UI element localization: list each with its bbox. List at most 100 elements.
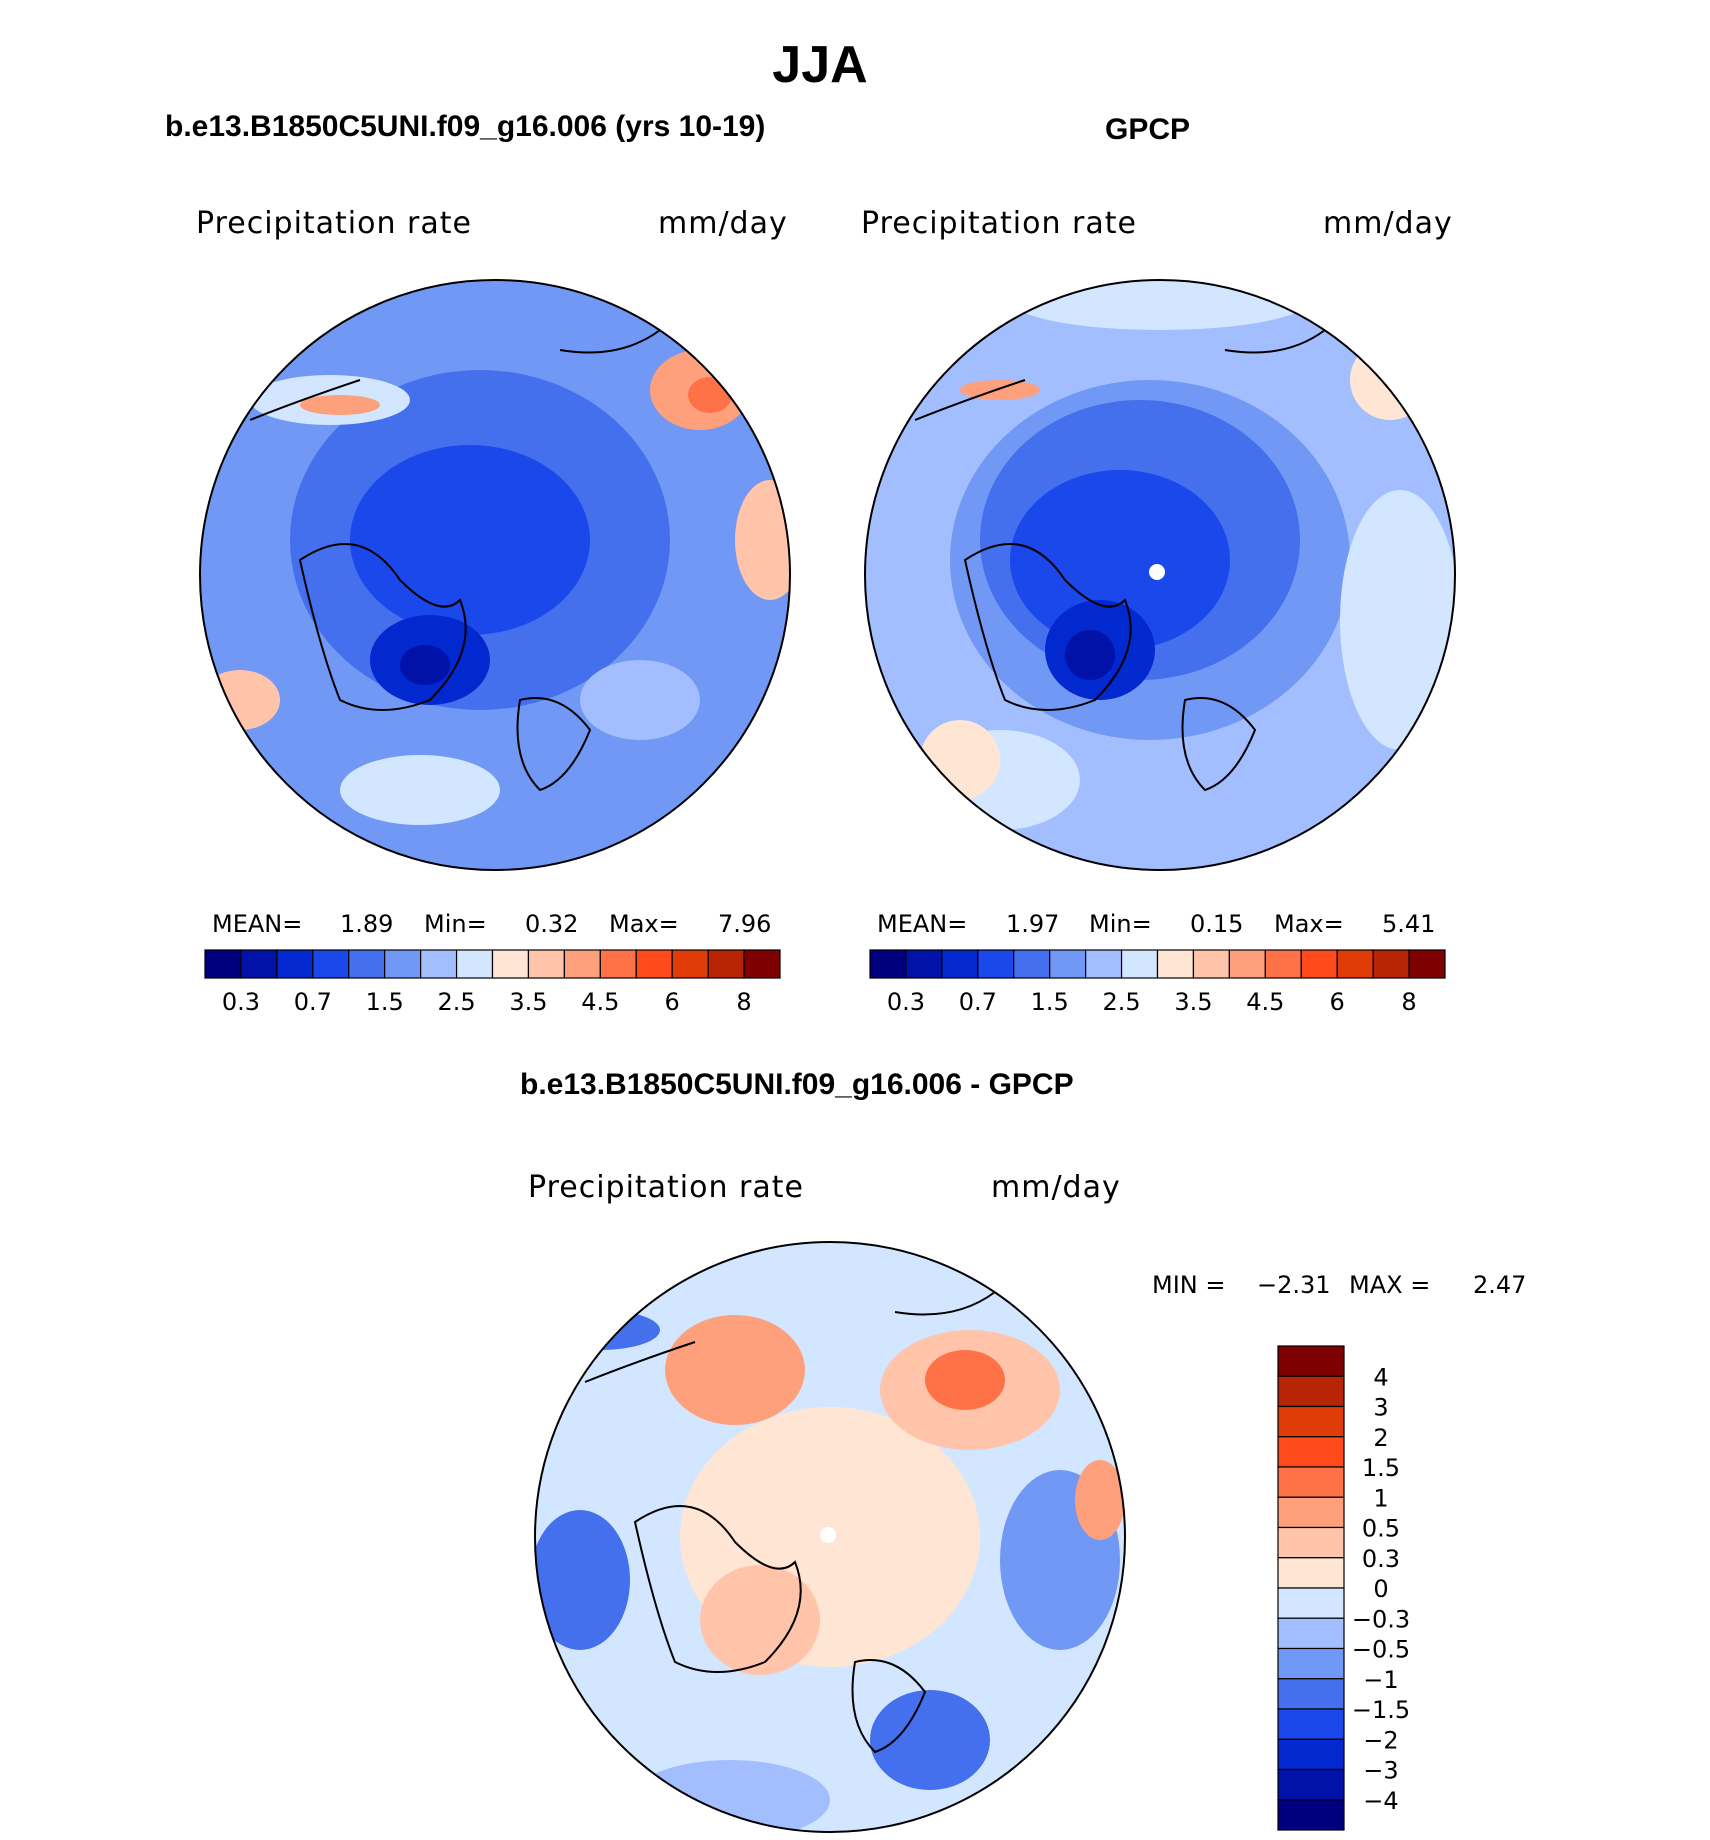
colorbar-obs-swatch — [1156, 949, 1195, 979]
colorbar-obs-tick-label: 8 — [1401, 988, 1416, 1016]
colorbar-diff-tick-label: 0 — [1373, 1575, 1388, 1603]
colorbar-obs-swatch — [1049, 949, 1087, 979]
colorbar-model-tick-label: 8 — [736, 988, 751, 1016]
colorbar-model-swatch — [599, 949, 637, 979]
colorbar-model-swatch — [455, 949, 494, 979]
colorbar-diff-swatch — [1277, 1345, 1345, 1377]
colorbar-obs-tick-label: 1.5 — [1031, 988, 1069, 1016]
colorbar-model-swatch — [240, 949, 278, 979]
colorbar-diff-tick-label: 3 — [1373, 1394, 1388, 1422]
colorbar-obs-swatch — [1264, 949, 1302, 979]
colorbar-diff-tick-label: 0.5 — [1362, 1515, 1400, 1543]
colorbar-obs-swatch — [1120, 949, 1159, 979]
units-label-model: mm/day — [658, 206, 788, 241]
colorbar-model-swatch — [491, 949, 530, 979]
colorbar-diff-swatch — [1277, 1587, 1345, 1619]
colorbar-diff-swatch — [1277, 1617, 1345, 1650]
colorbar-diff-tick-label: 0.3 — [1362, 1545, 1400, 1573]
colorbar-diff-swatch — [1277, 1678, 1345, 1710]
colorbar-model-swatch — [348, 949, 386, 979]
colorbar-model-tick-label: 1.5 — [366, 988, 404, 1016]
colorbar-model-swatch — [204, 949, 242, 979]
colorbar-diff-swatch — [1277, 1436, 1345, 1468]
coastlines-obs — [914, 329, 1326, 792]
colorbar-model-swatch — [635, 949, 673, 979]
colorbar-diff-swatch — [1277, 1496, 1345, 1529]
pole-marker-obs — [1149, 564, 1165, 580]
colorbar-diff-swatch — [1277, 1708, 1345, 1740]
colorbar-obs-tick-label: 0.3 — [887, 988, 925, 1016]
colorbar-diff-tick-label: −4 — [1363, 1787, 1398, 1815]
colorbar-obs-tick-label: 2.5 — [1102, 988, 1140, 1016]
coastlines-diff — [584, 1291, 996, 1754]
colorbar-obs-swatch — [905, 949, 943, 979]
colorbar-diff-swatch — [1277, 1466, 1345, 1498]
colorbar-diff-tick-label: 4 — [1373, 1363, 1388, 1391]
colorbar-diff-tick-label: −2 — [1363, 1726, 1398, 1754]
colorbar-model-tick-label: 3.5 — [509, 988, 547, 1016]
min-value-model: 0.32 — [525, 910, 578, 938]
coastlines-model — [249, 329, 661, 792]
colorbar-model-swatch — [707, 949, 745, 979]
max-label-model: Max= — [609, 910, 679, 938]
colorbar-obs-swatch — [1336, 949, 1374, 979]
colorbar-diff-tick-label: −0.3 — [1352, 1605, 1410, 1633]
colorbar-model-tick-label: 0.7 — [294, 988, 332, 1016]
colorbar-obs-swatch — [1013, 949, 1051, 979]
map-outline-model — [199, 279, 791, 871]
colorbar-model-swatch — [671, 949, 709, 979]
panel-title-diff: b.e13.B1850C5UNI.f09_g16.006 - GPCP — [520, 1068, 1074, 1101]
colorbar-model-tick-label: 6 — [665, 988, 680, 1016]
colorbar-diff-tick-label: −0.5 — [1352, 1636, 1410, 1664]
variable-label-model: Precipitation rate — [196, 206, 472, 241]
colorbar-obs-swatch — [869, 949, 907, 979]
mean-value-model: 1.89 — [340, 910, 393, 938]
main-title: JJA — [772, 36, 868, 94]
colorbar-model-swatch — [563, 949, 601, 979]
colorbar-diff-swatch — [1277, 1526, 1345, 1559]
colorbar-obs-swatch — [977, 949, 1015, 979]
colorbar-diff: 4 321.51 0.50.30−0.3 −0.5−1−1.5−2 −3−4 — [1277, 1345, 1410, 1831]
colorbar-obs-swatch — [1192, 949, 1230, 979]
max-value-model: 7.96 — [718, 910, 771, 938]
colorbar-diff-tick-label: 1 — [1373, 1484, 1388, 1512]
colorbar-model: 0.3 0.7 1.5 2.5 3.5 4.5 6 8 — [204, 949, 781, 1016]
colorbar-obs-swatch — [1085, 949, 1123, 979]
max-value-diff: 2.47 — [1473, 1271, 1526, 1299]
colorbar-diff-swatch — [1277, 1375, 1345, 1408]
map-model — [200, 280, 790, 870]
colorbar-model-swatch — [743, 949, 781, 979]
colorbar-obs-tick-label: 4.5 — [1246, 988, 1284, 1016]
colorbar-obs-swatch — [941, 949, 979, 979]
colorbar-obs-swatch — [1372, 949, 1410, 979]
min-value-diff: −2.31 — [1257, 1271, 1331, 1299]
min-label-obs: Min= — [1089, 910, 1152, 938]
panel-title-model: b.e13.B1850C5UNI.f09_g16.006 (yrs 10-19) — [165, 110, 766, 143]
colorbar-model-swatch — [276, 949, 314, 979]
colorbar-model-tick-label: 4.5 — [581, 988, 619, 1016]
colorbar-obs-swatch — [1408, 949, 1446, 979]
colorbar-model-tick-label: 2.5 — [437, 988, 475, 1016]
colorbar-diff-swatch — [1277, 1799, 1345, 1831]
colorbar-diff-swatch — [1277, 1405, 1345, 1438]
colorbar-obs-tick-label: 3.5 — [1174, 988, 1212, 1016]
colorbar-obs-tick-label: 0.7 — [959, 988, 997, 1016]
mean-label-model: MEAN= — [212, 910, 302, 938]
mean-label-obs: MEAN= — [877, 910, 967, 938]
pole-marker-diff — [820, 1527, 836, 1543]
colorbar-diff-tick-label: 1.5 — [1362, 1454, 1400, 1482]
colorbar-diff-tick-label: −1 — [1363, 1666, 1398, 1694]
colorbar-obs: 0.3 0.7 1.5 2.5 3.5 4.5 6 8 — [869, 949, 1446, 1016]
max-value-obs: 5.41 — [1382, 910, 1435, 938]
colorbar-obs-swatch — [1300, 949, 1338, 979]
variable-label-obs: Precipitation rate — [861, 206, 1137, 241]
units-label-diff: mm/day — [991, 1170, 1121, 1205]
colorbar-obs-swatch — [1228, 949, 1266, 979]
units-label-obs: mm/day — [1323, 206, 1453, 241]
min-label-diff: MIN = — [1152, 1271, 1225, 1299]
colorbar-diff-tick-label: −1.5 — [1352, 1696, 1410, 1724]
min-label-model: Min= — [424, 910, 487, 938]
map-outline-diff — [534, 1241, 1126, 1833]
colorbar-diff-swatch — [1277, 1768, 1345, 1801]
